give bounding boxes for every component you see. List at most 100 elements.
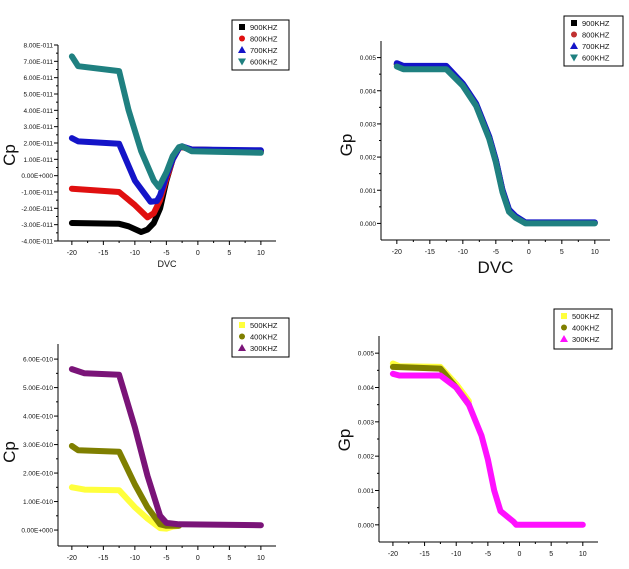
x-tick-label: -20 <box>392 249 402 256</box>
series-300KHZ <box>389 370 586 528</box>
legend-label: 500KHZ <box>250 321 278 330</box>
x-axis-label: DVC <box>478 258 514 277</box>
legend-label: 700KHZ <box>250 46 278 55</box>
chart-panel-1: -20 -15 -10 -5 0 5 10 8.00E-011 7.00E-011 6.00E-0… <box>0 19 290 269</box>
legend-marker-square <box>239 24 245 30</box>
x-tick-label: 0 <box>527 249 531 256</box>
x-tick-label: -20 <box>388 551 398 558</box>
y-axis-label: Gp <box>337 134 356 157</box>
legend-marker-triangle-down <box>570 54 578 62</box>
legend-marker-circle <box>571 31 577 38</box>
legend-marker-circle <box>239 333 245 340</box>
y-tick-label: 0.001 <box>360 188 377 195</box>
y-tick-label: 0.005 <box>360 55 377 62</box>
y-axis-label: Cp <box>0 144 19 166</box>
y-tick-label: 0.002 <box>360 155 377 162</box>
legend-marker-triangle-up <box>560 335 568 342</box>
y-tick-label: 0.003 <box>358 419 375 426</box>
legend-marker-triangle-up <box>238 344 246 351</box>
legend-marker-square <box>561 313 567 319</box>
legend-label: 400KHZ <box>250 333 278 342</box>
x-tick-label: 10 <box>579 551 587 558</box>
y-tick-label: 0.00E+000 <box>21 173 53 180</box>
x-tick-label: 0 <box>518 551 522 558</box>
legend-marker-triangle-down <box>238 58 246 66</box>
legend-label: 700KHZ <box>582 42 610 51</box>
y-tick-label: 5.00E-010 <box>23 385 53 392</box>
x-tick-label: 0 <box>196 250 200 257</box>
y-tick-label: -2.00E-011 <box>21 206 53 213</box>
legend: 500KHZ 400KHZ 300KHZ <box>231 317 290 358</box>
y-tick-label: -4.00E-011 <box>21 239 53 246</box>
y-axis-label: Cp <box>0 441 19 463</box>
y-tick-label: 8.00E-011 <box>23 43 53 50</box>
legend-marker-square <box>571 20 577 26</box>
x-tick-label: -15 <box>98 555 108 562</box>
legend-label: 600KHZ <box>582 54 610 63</box>
legend-label: 500KHZ <box>572 312 600 321</box>
legend-label: 300KHZ <box>572 335 600 344</box>
y-tick-label: 0.005 <box>358 351 375 358</box>
y-tick-label: 0.00E+000 <box>21 528 53 535</box>
y-tick-label: 1.00E-011 <box>23 157 53 164</box>
y-tick-label: -1.00E-011 <box>21 190 53 197</box>
y-tick-label: 2.00E-011 <box>23 141 53 148</box>
legend-label: 400KHZ <box>572 324 600 333</box>
y-tick-label: 2.00E-010 <box>23 471 53 478</box>
y-tick-label: 0.004 <box>360 88 377 95</box>
x-tick-label: -15 <box>98 250 108 257</box>
series-900KHZ <box>393 61 598 226</box>
x-tick-label: -10 <box>451 551 461 558</box>
x-tick-label: -5 <box>163 250 169 257</box>
x-tick-label: -15 <box>420 551 430 558</box>
chart-panel-4: -20 -15 -10 -5 0 5 10 0.005 0.004 0.003 0.002 0.001… <box>335 308 613 558</box>
y-tick-label: 7.00E-011 <box>23 59 53 66</box>
x-tick-label: -10 <box>130 250 140 257</box>
y-tick-label: 3.00E-011 <box>23 124 53 131</box>
x-tick-label: 5 <box>560 249 564 256</box>
series-700KHZ <box>393 60 598 226</box>
y-axis-label: Gp <box>335 429 354 452</box>
legend: 500KHZ 400KHZ 300KHZ <box>553 308 613 350</box>
y-tick-label: 0.004 <box>358 385 375 392</box>
y-tick-label: 5.00E-011 <box>23 92 53 99</box>
legend-label: 600KHZ <box>250 58 278 67</box>
legend-label: 800KHZ <box>582 31 610 40</box>
y-tick-label: -3.00E-011 <box>21 222 53 229</box>
y-tick-label: 1.00E-010 <box>23 499 53 506</box>
y-tick-label: 4.00E-011 <box>23 108 53 115</box>
y-tick-label: 4.00E-010 <box>23 414 53 421</box>
series-300KHZ <box>68 366 264 529</box>
x-tick-label: -10 <box>130 555 140 562</box>
series-600KHZ <box>68 53 264 191</box>
series-600KHZ <box>393 63 598 227</box>
legend-marker-triangle-up <box>238 46 246 53</box>
x-tick-label: -5 <box>493 249 499 256</box>
y-tick-label: 6.00E-010 <box>23 357 53 364</box>
legend-label: 800KHZ <box>250 35 278 44</box>
x-tick-label: -15 <box>425 249 435 256</box>
x-tick-label: 5 <box>549 551 553 558</box>
x-tick-label: -10 <box>458 249 468 256</box>
y-tick-label: 0.003 <box>360 121 377 128</box>
x-tick-label: -5 <box>163 555 169 562</box>
x-tick-label: -5 <box>485 551 491 558</box>
x-tick-label: 5 <box>227 555 231 562</box>
legend-marker-square <box>239 322 245 328</box>
y-tick-label: 6.00E-011 <box>23 75 53 82</box>
x-tick-label: -20 <box>67 555 77 562</box>
legend-marker-triangle-up <box>570 42 578 49</box>
legend-label: 900KHZ <box>582 19 610 28</box>
y-tick-label: 0.000 <box>360 221 377 228</box>
legend-label: 900KHZ <box>250 23 278 32</box>
y-tick-label: 3.00E-010 <box>23 442 53 449</box>
legend-label: 300KHZ <box>250 344 278 353</box>
series-400KHZ <box>68 443 182 529</box>
y-tick-label: 0.002 <box>358 454 375 461</box>
legend-marker-circle <box>561 324 567 331</box>
y-tick-label: 0.000 <box>358 522 375 529</box>
x-tick-label: 5 <box>227 250 231 257</box>
legend: 900KHZ 800KHZ 700KHZ 600KHZ <box>231 19 290 71</box>
chart-panel-2: -20 -15 -10 -5 0 5 10 0.005 0.004 0.003 0.002 0.001… <box>337 15 624 277</box>
